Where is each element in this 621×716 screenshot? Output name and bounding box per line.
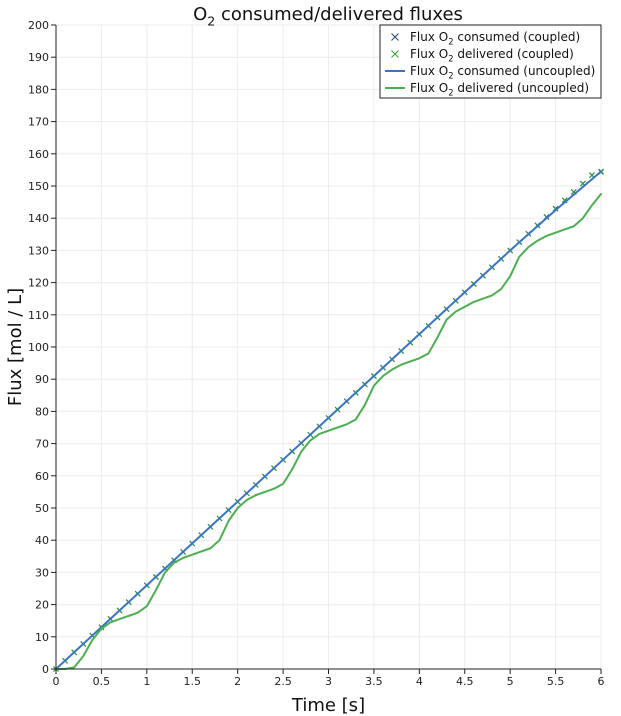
chart-title: O2 consumed/delivered fluxes xyxy=(193,4,463,28)
x-tick-label-10: 5 xyxy=(507,675,514,688)
x-tick-label-1: 0.5 xyxy=(93,675,111,688)
y-tick-label-4: 40 xyxy=(35,534,49,547)
x-tick-label-8: 4 xyxy=(416,675,423,688)
y-tick-label-6: 60 xyxy=(35,470,49,483)
grid xyxy=(55,24,602,670)
legend-swatch-1 xyxy=(391,50,399,58)
x-tick-label-11: 5.5 xyxy=(547,675,565,688)
y-tick-label-11: 110 xyxy=(28,309,49,322)
x-tick-label-9: 4.5 xyxy=(456,675,474,688)
y-tick-label-5: 50 xyxy=(35,502,49,515)
x-tick-label-7: 3.5 xyxy=(365,675,383,688)
x-axis-title: Time [s] xyxy=(291,695,365,716)
x-tick-label-12: 6 xyxy=(598,675,605,688)
y-tick-label-18: 180 xyxy=(28,83,49,96)
legend-item-2: Flux O2 consumed (uncoupled) xyxy=(385,64,595,81)
series-line-3 xyxy=(55,193,602,670)
series-3 xyxy=(55,193,602,670)
series-2 xyxy=(55,170,602,670)
legend-label-0: Flux O2 consumed (coupled) xyxy=(410,30,580,47)
y-tick-label-7: 70 xyxy=(35,438,49,451)
legend-item-0: Flux O2 consumed (coupled) xyxy=(391,30,580,47)
legend-box xyxy=(379,24,602,99)
y-tick-label-13: 130 xyxy=(28,244,49,257)
x-tick-label-6: 3 xyxy=(325,675,332,688)
y-tick-label-14: 140 xyxy=(28,212,49,225)
y-tick-label-20: 200 xyxy=(28,19,49,32)
y-tick-label-2: 20 xyxy=(35,599,49,612)
y-tick-label-16: 160 xyxy=(28,148,49,161)
legend-swatch-0 xyxy=(391,33,399,41)
y-tick-label-15: 150 xyxy=(28,180,49,193)
legend-item-3: Flux O2 delivered (uncoupled) xyxy=(385,81,589,98)
title-layer: O2 consumed/delivered fluxes xyxy=(193,4,463,28)
y-tick-label-3: 30 xyxy=(35,566,49,579)
axes: 0 0.5 1 1.5 2 2.5 3 3.5 4 4.5 5 5.5 6010203040506070… xyxy=(5,19,605,716)
y-tick-label-1: 10 xyxy=(35,631,49,644)
y-axis-title: Flux [mol / L] xyxy=(5,288,26,406)
x-tick-label-0: 0 xyxy=(53,675,60,688)
x-tick-label-2: 1 xyxy=(143,675,150,688)
y-tick-label-8: 80 xyxy=(35,405,49,418)
legend-item-1: Flux O2 delivered (coupled) xyxy=(391,47,574,64)
y-tick-label-10: 100 xyxy=(28,341,49,354)
series-line-2 xyxy=(55,170,602,670)
y-tick-label-0: 0 xyxy=(42,663,49,676)
x-tick-label-5: 2.5 xyxy=(274,675,292,688)
y-tick-label-12: 120 xyxy=(28,277,49,290)
legend-label-2: Flux O2 consumed (uncoupled) xyxy=(410,64,595,81)
legend-label-3: Flux O2 delivered (uncoupled) xyxy=(410,81,589,98)
x-tick-label-4: 2 xyxy=(234,675,241,688)
y-tick-label-19: 190 xyxy=(28,51,49,64)
y-tick-label-9: 90 xyxy=(35,373,49,386)
legend-label-1: Flux O2 delivered (coupled) xyxy=(410,47,574,64)
x-tick-label-3: 1.5 xyxy=(184,675,202,688)
series-layer xyxy=(53,168,604,672)
y-tick-label-17: 170 xyxy=(28,116,49,129)
legend: Flux O2 consumed (coupled)Flux O2 delive… xyxy=(379,24,602,99)
